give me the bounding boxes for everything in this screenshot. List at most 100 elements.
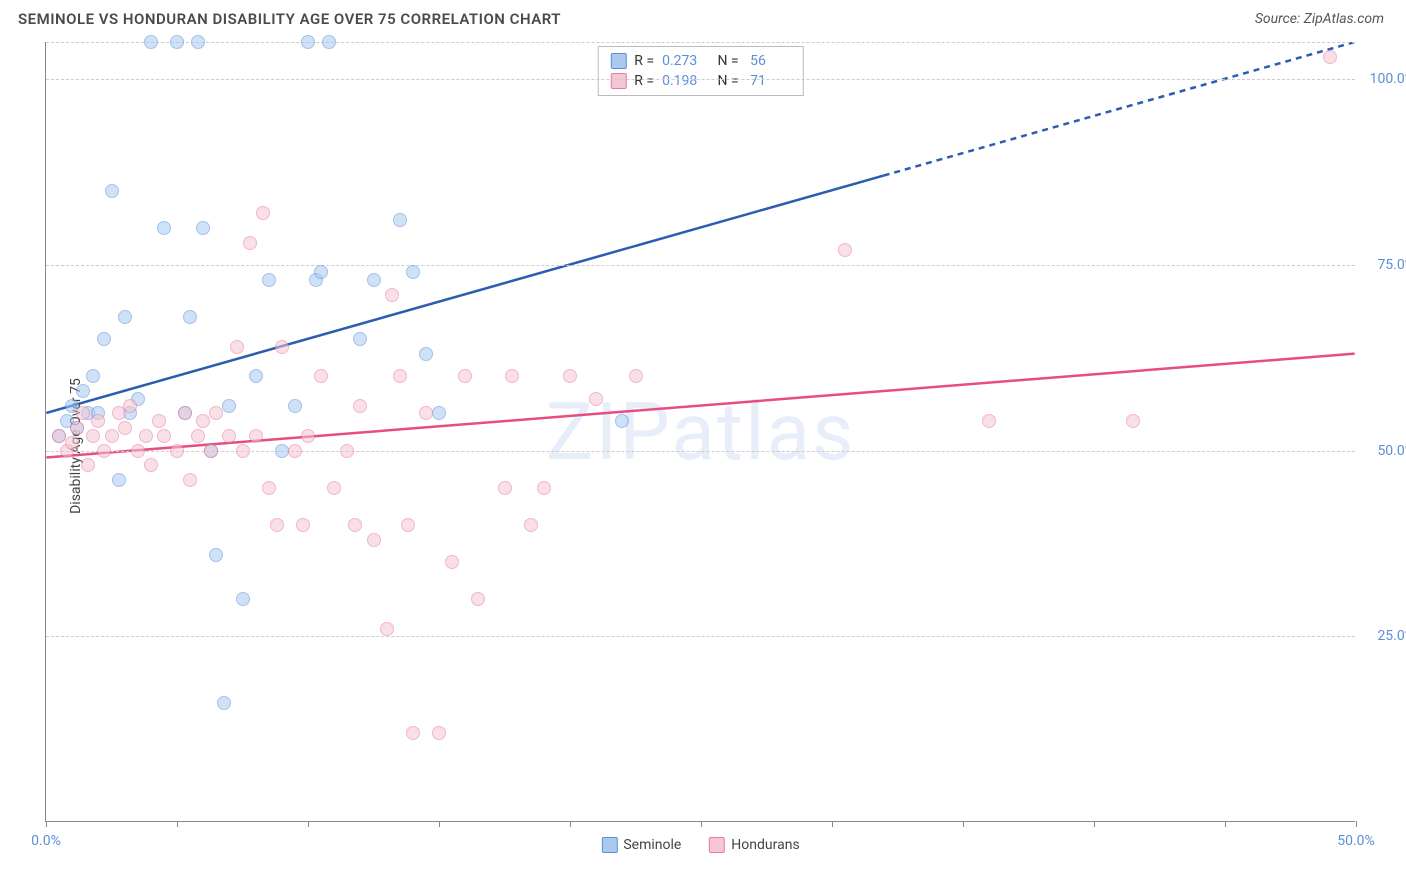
scatter-point [76,406,90,420]
scatter-point [52,429,66,443]
x-tick [308,821,309,827]
x-tick [1094,821,1095,827]
scatter-point [275,340,289,354]
scatter-point [348,518,362,532]
scatter-point [191,429,205,443]
scatter-point [537,481,551,495]
scatter-point [393,369,407,383]
series-legend: Seminole Hondurans [601,837,799,853]
scatter-point [498,481,512,495]
scatter-point [524,518,538,532]
scatter-point [385,288,399,302]
stat-n-value: 71 [747,73,791,89]
stat-r-value: 0.198 [662,73,706,89]
scatter-point [393,213,407,227]
scatter-point [209,548,223,562]
x-tick-label: 0.0% [31,833,61,849]
scatter-point [152,414,166,428]
scatter-point [222,429,236,443]
scatter-point [353,399,367,413]
y-tick-label: 75.0% [1377,257,1406,273]
gridline-h [46,42,1355,43]
scatter-point [256,206,270,220]
legend-swatch [709,837,725,853]
legend-item: Seminole [601,837,681,853]
stats-legend: R = 0.273 N = 56 R =0.198 N = 71 [597,46,803,96]
y-tick-label: 50.0% [1377,443,1406,459]
plot-area: ZIPatlas R =0.273 N = 56R =0.198 N = 71 … [45,42,1355,822]
scatter-point [262,273,276,287]
scatter-point [97,332,111,346]
scatter-point [406,726,420,740]
x-tick [439,821,440,827]
scatter-point [230,340,244,354]
scatter-point [432,726,446,740]
scatter-point [563,369,577,383]
x-tick [832,821,833,827]
x-tick [963,821,964,827]
scatter-point [222,399,236,413]
stat-n-value: 56 [747,53,791,69]
scatter-point [270,518,284,532]
scatter-point [139,429,153,443]
scatter-point [327,481,341,495]
scatter-point [1323,50,1337,64]
scatter-point [314,265,328,279]
scatter-point [183,473,197,487]
scatter-point [367,533,381,547]
scatter-point [196,414,210,428]
scatter-point [144,458,158,472]
scatter-point [301,429,315,443]
x-tick [1356,821,1357,827]
scatter-point [217,696,231,710]
scatter-point [314,369,328,383]
legend-row: R =0.198 N = 71 [610,71,790,91]
trend-lines [46,42,1355,821]
scatter-point [70,421,84,435]
scatter-point [178,406,192,420]
stat-r-label: R = [634,53,654,69]
scatter-point [144,35,158,49]
scatter-point [401,518,415,532]
y-tick-label: 25.0% [1377,628,1406,644]
scatter-point [380,622,394,636]
scatter-point [301,35,315,49]
scatter-point [170,444,184,458]
x-tick [570,821,571,827]
x-tick [177,821,178,827]
y-tick-label: 100.0% [1370,71,1406,87]
legend-row: R = 0.273 N = 56 [610,51,790,71]
legend-label: Hondurans [731,837,799,853]
scatter-point [112,473,126,487]
legend-label: Seminole [623,837,681,853]
scatter-point [131,444,145,458]
stat-n-label: N = [714,73,739,89]
x-tick [701,821,702,827]
scatter-point [97,444,111,458]
scatter-point [322,35,336,49]
stat-n-label: N = [714,53,739,69]
scatter-point [170,35,184,49]
scatter-point [275,444,289,458]
scatter-point [157,221,171,235]
scatter-point [118,310,132,324]
legend-item: Hondurans [709,837,799,853]
scatter-point [1126,414,1140,428]
scatter-point [243,236,257,250]
legend-swatch [610,53,626,69]
scatter-point [86,369,100,383]
scatter-point [288,444,302,458]
scatter-point [296,518,310,532]
scatter-point [589,392,603,406]
scatter-point [615,414,629,428]
stat-r-value: 0.273 [662,53,706,69]
scatter-point [353,332,367,346]
scatter-point [118,421,132,435]
legend-swatch [610,73,626,89]
scatter-point [204,444,218,458]
scatter-point [445,555,459,569]
scatter-point [249,369,263,383]
scatter-point [838,243,852,257]
scatter-point [458,369,472,383]
scatter-point [86,429,100,443]
